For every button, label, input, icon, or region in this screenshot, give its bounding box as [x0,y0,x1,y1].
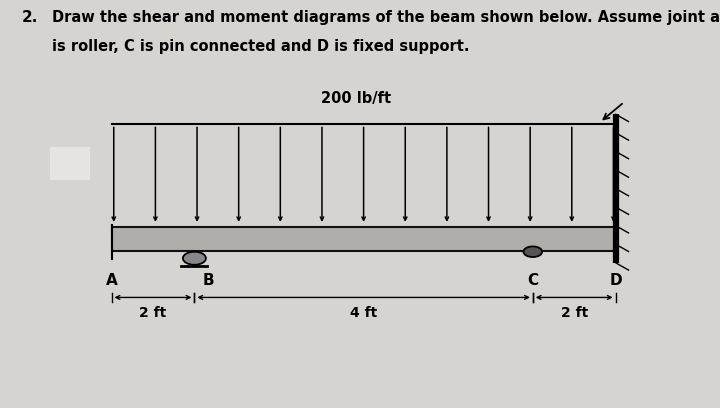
Text: B: B [203,273,215,288]
Text: 200 lb/ft: 200 lb/ft [321,91,392,106]
Circle shape [183,252,206,265]
Text: 2.: 2. [22,10,38,25]
Text: Draw the shear and moment diagrams of the beam shown below. Assume joint at B: Draw the shear and moment diagrams of th… [52,10,720,25]
Text: D: D [609,273,622,288]
Bar [50,147,90,180]
Text: 2 ft: 2 ft [561,306,588,320]
Text: A: A [106,273,117,288]
Text: C: C [527,273,539,288]
Text: is roller, C is pin connected and D is fixed support.: is roller, C is pin connected and D is f… [52,39,469,54]
Bar [112,227,616,251]
Text: 4 ft: 4 ft [350,306,377,320]
Circle shape [523,246,542,257]
Text: 2 ft: 2 ft [140,306,166,320]
